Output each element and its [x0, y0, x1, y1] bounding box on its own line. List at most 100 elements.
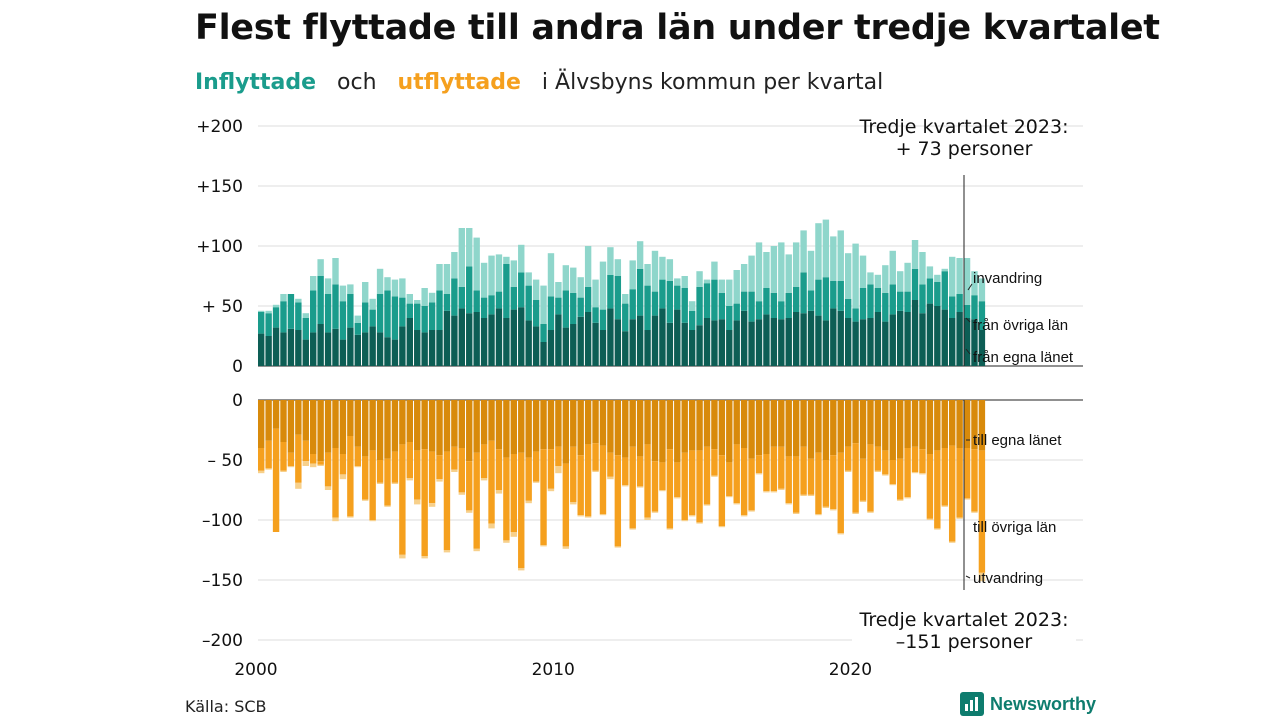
inflow-immigration-bar — [503, 256, 510, 264]
inflow-immigration-bar — [384, 277, 391, 291]
outflow-emigration-bar — [577, 515, 584, 517]
inflow-other-counties-bar — [332, 284, 339, 329]
chart-title: Flest flyttade till andra län under tred… — [195, 8, 1160, 48]
inflow-own-county-bar — [570, 324, 577, 366]
outflow-own-county-bar — [726, 400, 733, 463]
outflow-own-county-bar — [458, 400, 466, 448]
inflow-own-county-bar — [792, 312, 800, 366]
inflow-other-counties-bar — [584, 286, 592, 312]
inflow-other-counties-bar — [324, 294, 332, 333]
inflow-other-counties-bar — [384, 290, 391, 338]
inflow-immigration-bar — [362, 282, 369, 303]
outflow-own-county-bar — [362, 400, 369, 457]
outflow-emigration-bar — [726, 496, 733, 498]
inflow-other-counties-bar — [948, 296, 956, 318]
outflow-emigration-bar — [948, 541, 956, 543]
outflow-own-county-bar — [904, 400, 911, 448]
inflow-immigration-bar — [495, 254, 503, 292]
outflow-other-counties-bar — [510, 454, 518, 532]
inflow-own-county-bar — [466, 313, 473, 366]
outflow-own-county-bar — [584, 400, 592, 445]
outflow-other-counties-bar — [874, 446, 882, 471]
inflow-own-county-bar — [763, 314, 770, 366]
outflow-emigration-bar — [339, 474, 347, 480]
inflow-own-county-bar — [636, 315, 644, 366]
outflow-other-counties-bar — [310, 454, 317, 464]
inflow-other-counties-bar — [622, 303, 629, 332]
inflow-own-county-bar — [934, 306, 941, 366]
inflow-own-county-bar — [391, 339, 399, 366]
outflow-emigration-bar — [295, 482, 302, 489]
outflow-other-counties-bar — [733, 444, 740, 504]
source-note: Källa: SCB — [185, 697, 267, 716]
outflow-emigration-bar — [934, 528, 941, 530]
outflow-own-county-bar — [711, 400, 718, 450]
inflow-own-county-bar — [926, 303, 934, 366]
outflow-other-counties-bar — [614, 455, 622, 547]
inflow-own-county-bar — [666, 322, 674, 366]
outflow-emigration-bar — [703, 504, 711, 506]
outflow-emigration-bar — [421, 556, 428, 559]
outflow-other-counties-bar — [636, 456, 644, 487]
outflow-emigration-bar — [837, 533, 844, 535]
outflow-other-counties-bar — [651, 461, 659, 512]
inflow-other-counties-bar — [978, 301, 986, 330]
y-tick-out-0: 0 — [232, 391, 243, 411]
inflow-immigration-bar — [451, 252, 458, 279]
outflow-own-county-bar — [889, 400, 896, 460]
inflow-own-county-bar — [287, 328, 295, 366]
label-utvandring: utvandring — [973, 570, 1043, 587]
inflow-own-county-bar — [503, 318, 510, 366]
inflow-other-counties-bar — [882, 292, 889, 322]
inflow-immigration-bar — [696, 271, 703, 287]
outflow-emigration-bar — [399, 554, 406, 559]
inflow-immigration-bar — [421, 288, 428, 306]
inflow-own-county-bar — [688, 330, 696, 366]
outflow-other-counties-bar — [607, 452, 614, 477]
outflow-other-counties-bar — [414, 450, 421, 500]
outflow-emigration-bar — [458, 492, 466, 495]
inflow-immigration-bar — [324, 278, 332, 294]
outflow-other-counties-bar — [584, 444, 592, 517]
logo-chart-icon — [960, 692, 984, 716]
inflow-immigration-bar — [934, 274, 941, 282]
inflow-immigration-bar — [443, 264, 451, 294]
outflow-emigration-bar — [584, 516, 592, 518]
outflow-own-county-bar — [703, 400, 711, 447]
outflow-other-counties-bar — [807, 458, 815, 495]
inflow-other-counties-bar — [317, 276, 324, 324]
inflow-own-county-bar — [376, 332, 384, 366]
outflow-emigration-bar — [889, 484, 896, 486]
inflow-immigration-bar — [815, 223, 822, 280]
inflow-own-county-bar — [480, 318, 488, 366]
outflow-own-county-bar — [911, 400, 919, 447]
outflow-other-counties-bar — [384, 458, 391, 506]
outflow-emigration-bar — [287, 466, 295, 468]
inflow-immigration-bar — [607, 247, 614, 275]
inflow-other-counties-bar — [703, 283, 711, 318]
outflow-emigration-bar — [800, 494, 807, 496]
inflow-immigration-bar — [978, 278, 986, 302]
outflow-own-county-bar — [295, 400, 302, 435]
inflow-other-counties-bar — [362, 302, 369, 333]
outflow-emigration-bar — [896, 499, 904, 501]
inflow-other-counties-bar — [488, 295, 495, 315]
inflow-immigration-bar — [310, 276, 317, 291]
inflow-immigration-bar — [748, 255, 755, 292]
inflow-immigration-bar — [733, 270, 740, 304]
outflow-own-county-bar — [414, 400, 421, 451]
inflow-immigration-bar — [726, 279, 733, 306]
outflow-own-county-bar — [607, 400, 614, 453]
outflow-own-county-bar — [785, 400, 792, 457]
outflow-other-counties-bar — [696, 450, 703, 523]
inflow-other-counties-bar — [674, 285, 681, 310]
outflow-emigration-bar — [874, 470, 882, 472]
inflow-own-county-bar — [495, 308, 503, 366]
leader-utvandring — [965, 575, 971, 579]
outflow-other-counties-bar — [755, 455, 763, 474]
outflow-emigration-bar — [681, 520, 688, 522]
inflow-own-county-bar — [310, 332, 317, 366]
outflow-other-counties-bar — [480, 444, 488, 478]
newsworthy-logo: Newsworthy — [960, 692, 1096, 716]
inflow-immigration-bar — [941, 268, 948, 272]
